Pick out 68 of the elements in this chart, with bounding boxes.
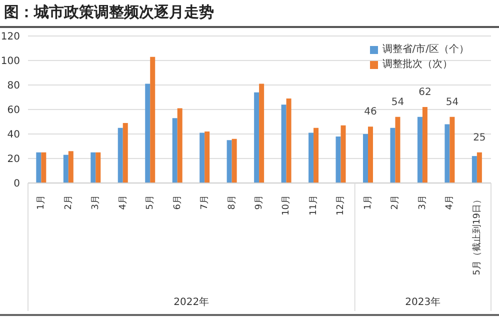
x-tick-label: 12月 [336,195,346,216]
x-tick-label: 10月 [282,195,292,216]
data-label: 46 [364,106,377,118]
bar [122,122,128,183]
y-tick-label: 80 [7,80,20,92]
legend-label: 调整省/市/区（个） [382,42,469,57]
bar [36,152,42,183]
bar [422,107,428,183]
bar [362,134,368,183]
bar [90,152,96,183]
text: 2022年 [172,296,210,309]
bar [308,132,314,183]
bar [63,154,68,183]
data-label: 25 [473,132,486,144]
bar [336,136,341,183]
x-tick-label: 7月 [200,195,210,210]
x-tick-label: 5月 [146,195,156,210]
x-tick-label: 2月 [64,195,74,210]
x-tick-label: 3月 [418,195,428,210]
bar [204,132,210,183]
y-tick-label: 100 [0,56,20,68]
bar [177,108,182,183]
bar [259,84,264,183]
bar [145,84,150,183]
y-tick-label: 60 [7,105,20,116]
chart-title: 图：城市政策调整频次逐月走势 [4,3,214,22]
bar [226,140,232,183]
y-tick-label: 20 [7,154,20,166]
bar [254,92,260,183]
x-tick-label: 1月 [36,195,47,210]
text: 2023年 [404,296,442,309]
x-tick-label: 4月 [445,195,456,210]
bar [417,116,422,183]
data-label: 54 [391,96,404,108]
bar [41,152,46,183]
data-label: 62 [418,87,432,98]
bar [314,128,319,183]
bar [476,152,482,183]
bar [472,156,477,183]
bar [96,152,101,183]
bar [150,56,156,183]
bar [68,151,74,183]
x-tick-label: 11月 [308,195,319,216]
bar [172,118,178,183]
bar [368,126,373,183]
bar [390,128,396,183]
bar [286,98,292,183]
x-tick-label: 1月 [363,195,374,210]
bar [281,104,286,183]
x-tick-label: 4月 [118,195,128,210]
x-tick-label: 8月 [227,195,238,210]
bar [450,116,455,183]
bar [200,132,205,183]
bar [232,138,237,183]
bar [118,128,123,183]
bar [395,116,400,183]
bar [444,124,450,183]
x-tick-label: 2月 [390,195,401,210]
x-tick-label: 3月 [91,195,102,210]
bar [340,125,346,183]
y-tick-label: 0 [14,178,20,190]
y-tick-label: 40 [7,130,20,141]
legend-label: 调整批次（次） [382,58,452,72]
y-tick-label: 120 [0,32,20,43]
x-tick-label: 9月 [254,195,264,210]
x-tick-label: 5月（截止到19日） [471,195,482,276]
data-label: 54 [446,96,459,108]
x-tick-label: 6月 [172,195,183,210]
